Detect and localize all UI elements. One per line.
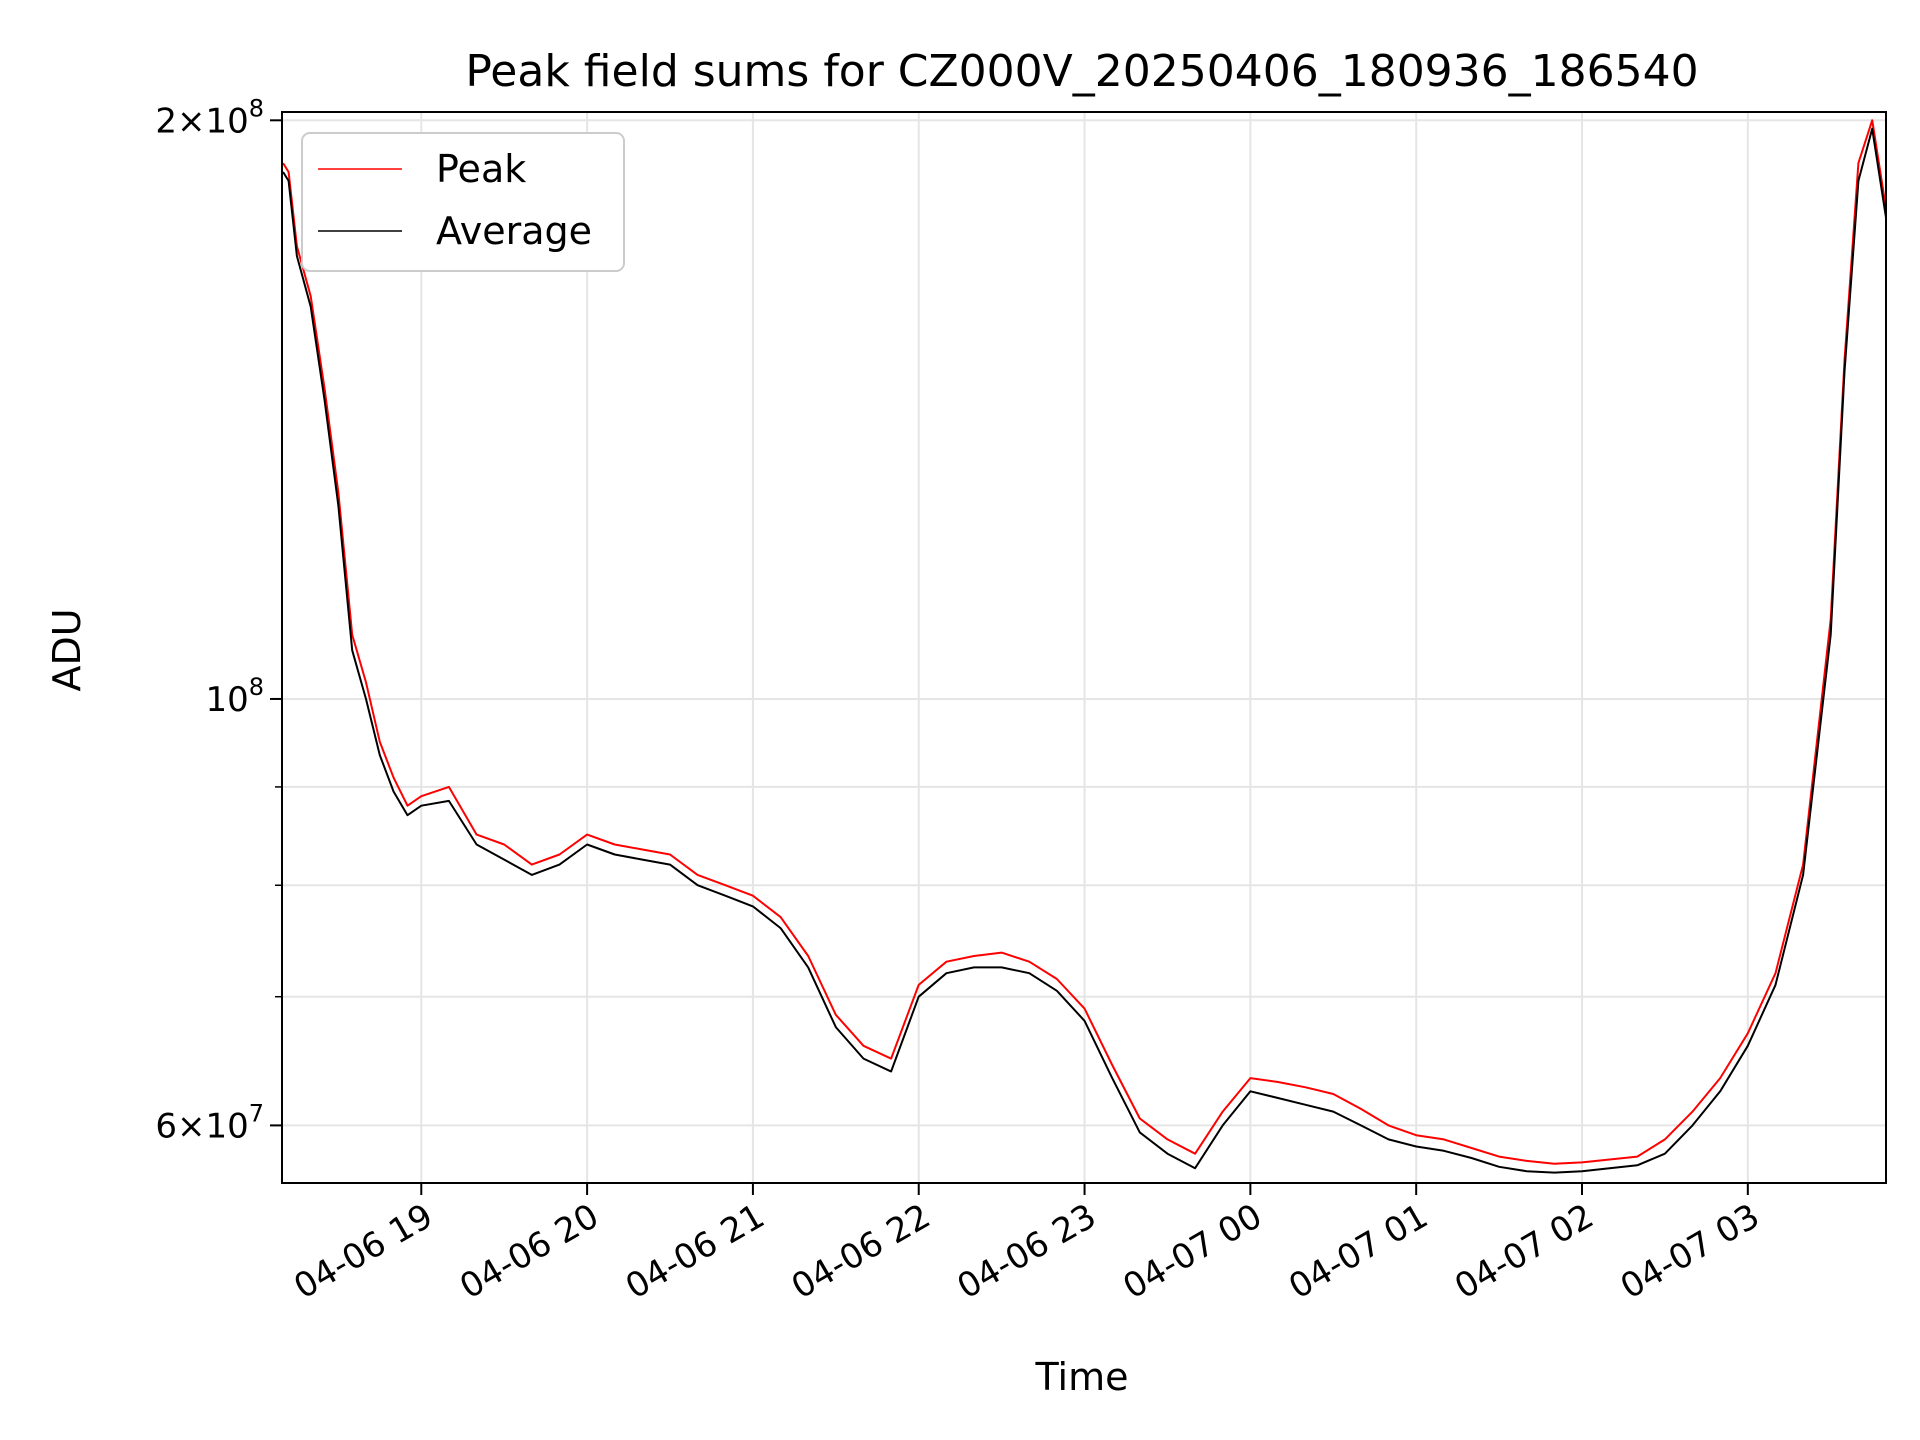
legend: Peak Average [301,132,625,272]
x-tick-label: 04-06 19 [287,1196,439,1307]
x-axis-label: Time [1035,1355,1129,1399]
y-tick-base: 6×10 [155,1106,248,1146]
x-tick-label: 04-06 20 [453,1196,605,1307]
y-tick-exponent: 8 [249,94,264,122]
y-tick-label: 2×108 [155,94,264,141]
series-line-average [282,127,1887,1174]
x-tick-label: 04-06 21 [619,1196,771,1307]
y-tick-exponent: 7 [249,1099,264,1127]
y-tick-label: 6×107 [155,1099,264,1146]
x-tick-label: 04-07 00 [1116,1196,1268,1307]
x-tick-label: 04-07 02 [1448,1196,1600,1307]
x-tick-label: 04-06 23 [951,1196,1103,1307]
legend-box [301,132,625,272]
chart-title: Peak field sums for CZ000V_20250406_1809… [465,46,1698,97]
plot-series [282,119,1887,1174]
y-axis-label: ADU [45,608,89,691]
legend-label-peak: Peak [436,147,526,191]
x-tick-label: 04-06 22 [785,1196,937,1307]
y-tick-exponent: 8 [249,673,264,701]
x-tick-label: 04-07 01 [1282,1196,1434,1307]
legend-label-average: Average [436,209,592,253]
series-line-peak [282,119,1887,1165]
grid-lines [282,112,1886,1183]
y-tick-base: 2×10 [155,101,248,141]
y-tick-base: 10 [205,680,248,720]
y-tick-label: 108 [205,673,264,720]
x-axis-ticks: 04-06 19 04-06 20 04-06 21 04-06 22 04-06 23… [287,1183,1766,1307]
x-tick-label: 04-07 03 [1614,1196,1766,1307]
